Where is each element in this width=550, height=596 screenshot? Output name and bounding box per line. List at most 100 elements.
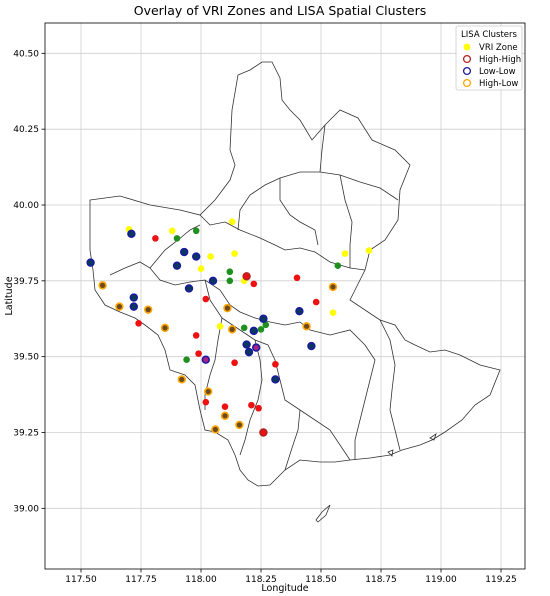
point-vri-zone [365, 247, 373, 254]
x-axis-title: Longitude [261, 583, 308, 594]
point-green-fill [173, 235, 181, 242]
point-high-low [228, 325, 237, 334]
point-high-low [235, 420, 244, 430]
point-vri-zone [168, 227, 176, 235]
legend-marker-high-high [462, 54, 472, 64]
point-red-fill [195, 350, 202, 357]
x-tick-label: 118.25 [245, 575, 277, 585]
point-high-low [160, 323, 170, 333]
point-low-low [129, 293, 139, 302]
point-red-fill [221, 403, 229, 411]
point-high-low [302, 322, 311, 331]
legend-marker-low-low [462, 66, 472, 76]
legend-label-low-low: Low-Low [479, 67, 516, 77]
y-axis-title: Latitude [4, 276, 15, 315]
point-vri-zone [207, 253, 214, 260]
legend-box [455, 25, 523, 91]
point-red-fill [272, 360, 279, 368]
point-green-fill [226, 268, 234, 276]
point-green-fill [192, 227, 200, 235]
legend-label-vri-zone: VRI Zone [479, 43, 518, 53]
y-tick-label: 40.25 [13, 125, 39, 135]
plot-frame [44, 22, 526, 570]
inner-boundary-9 [221, 317, 351, 461]
y-tick-label: 40.00 [13, 201, 39, 211]
island-1 [315, 504, 331, 523]
point-vri-zone [329, 309, 337, 316]
point-red-fill [202, 295, 210, 303]
point-red-fill [135, 320, 142, 327]
x-tick-label: 118.75 [365, 575, 397, 585]
point-high-low [177, 375, 187, 384]
point-vri-zone [228, 218, 236, 225]
point-red-fill [192, 332, 200, 339]
island-3 [387, 449, 394, 457]
point-low-low [192, 252, 201, 261]
point-high-low [144, 305, 153, 314]
point-high-low [223, 303, 232, 313]
legend: LISA Clusters VRI Zone High-High Low-Low Hi… [455, 25, 523, 91]
point-vri-zone [231, 250, 238, 257]
point-red-fill [152, 235, 159, 242]
point-high-low [220, 411, 230, 421]
point-low-low [86, 258, 95, 267]
point-high-low [98, 281, 107, 290]
y-tick-label: 40.50 [13, 49, 39, 59]
x-tick-label: 118.00 [185, 575, 217, 585]
point-high-high [259, 428, 268, 437]
point-low-low [259, 314, 268, 323]
y-tick-label: 39.75 [13, 277, 39, 287]
point-red-fill [248, 401, 255, 409]
point-low-low [129, 302, 139, 311]
x-tick-label: 117.75 [125, 575, 157, 585]
x-tick-label: 118.50 [305, 575, 337, 585]
point-low-low [249, 326, 259, 336]
grid-lines [45, 23, 525, 569]
island-2 [429, 433, 437, 441]
point-high-high [242, 272, 251, 281]
y-tick-label: 39.50 [13, 353, 39, 363]
point-vri-zone [216, 323, 224, 330]
point-low-low [172, 261, 182, 270]
point-high-low [211, 425, 220, 434]
point-magenta-fill [201, 355, 211, 364]
point-low-low [208, 276, 218, 286]
chart-title: Overlay of VRI Zones and LISA Spatial Cl… [134, 3, 427, 18]
point-red-fill [293, 274, 301, 282]
point-red-fill [250, 280, 258, 288]
point-low-low [127, 229, 136, 239]
outer-boundary [89, 61, 501, 487]
point-red-fill [312, 298, 320, 306]
inner-boundary-2 [199, 214, 366, 271]
inner-boundary-6 [339, 174, 353, 268]
point-low-low [244, 347, 254, 357]
point-low-low [180, 247, 189, 257]
inner-boundary-4 [279, 178, 319, 246]
point-low-low [242, 340, 251, 349]
point-green-fill [334, 262, 342, 269]
point-low-low [295, 306, 304, 316]
point-low-low [307, 341, 316, 351]
inner-boundary-12 [239, 339, 263, 456]
point-green-fill [183, 356, 190, 364]
legend-marker-high-low [462, 78, 472, 88]
x-tick-label: 119.25 [485, 575, 517, 585]
inner-boundary-11 [379, 319, 401, 451]
point-vri-zone [341, 250, 349, 257]
point-red-fill [231, 359, 238, 367]
inner-boundary-10 [299, 321, 376, 460]
y-tick-label: 39.25 [13, 429, 39, 439]
point-magenta-fill [252, 343, 261, 352]
inner-boundary-3 [237, 171, 399, 231]
point-green-fill [240, 324, 248, 332]
point-low-low [271, 375, 280, 384]
point-vri-zone [197, 265, 205, 273]
point-green-fill [226, 277, 234, 285]
legend-marker-vri-zone [463, 43, 471, 51]
legend-title: LISA Clusters [461, 30, 517, 40]
cluster-points [86, 218, 373, 437]
inner-boundary-13 [284, 409, 301, 471]
x-tick-label: 117.50 [65, 575, 97, 585]
point-red-fill [255, 404, 262, 412]
